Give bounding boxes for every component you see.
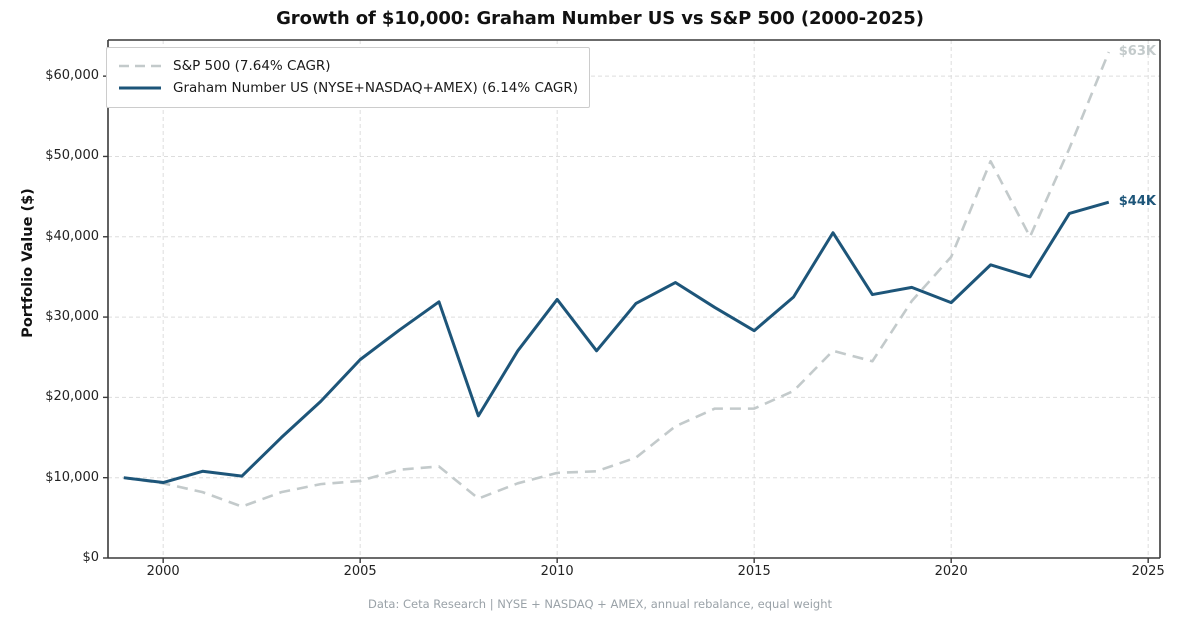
series-line-0	[123, 51, 1110, 508]
x-tick-label: 2000	[146, 564, 180, 579]
y-tick-label: $20,000	[45, 389, 99, 405]
x-tick-label: 2005	[343, 564, 377, 579]
y-tick-label: $60,000	[45, 68, 99, 84]
source-footnote: Data: Ceta Research | NYSE + NASDAQ + AM…	[368, 597, 832, 611]
y-tick-label: $0	[82, 550, 99, 565]
x-tick-label: 2020	[934, 564, 968, 579]
series-line-1	[123, 200, 1110, 485]
y-tick-label: $40,000	[45, 228, 99, 244]
x-tick-label: 2010	[540, 564, 574, 579]
legend-swatch-icon	[119, 86, 161, 90]
x-tick-label: 2025	[1131, 564, 1165, 579]
end-label-series-1: $44K	[1118, 194, 1156, 210]
legend-item-1[interactable]: Graham Number US (NYSE+NASDAQ+AMEX) (6.1…	[118, 77, 578, 99]
page-title: Growth of $10,000: Graham Number US vs S…	[276, 8, 924, 29]
legend-label: Graham Number US (NYSE+NASDAQ+AMEX) (6.1…	[173, 80, 579, 96]
legend-label: S&P 500 (7.64% CAGR)	[173, 58, 331, 74]
y-tick-label: $50,000	[45, 148, 99, 164]
end-label-series-0: $63K	[1118, 44, 1156, 60]
x-tick-label: 2015	[737, 564, 771, 579]
legend-swatch-icon	[119, 64, 161, 68]
y-tick-label: $30,000	[45, 309, 99, 325]
chart-legend: S&P 500 (7.64% CAGR) Graham Number US (NY…	[106, 47, 591, 108]
y-tick-label: $10,000	[45, 469, 99, 485]
legend-item-0[interactable]: S&P 500 (7.64% CAGR)	[118, 55, 578, 77]
